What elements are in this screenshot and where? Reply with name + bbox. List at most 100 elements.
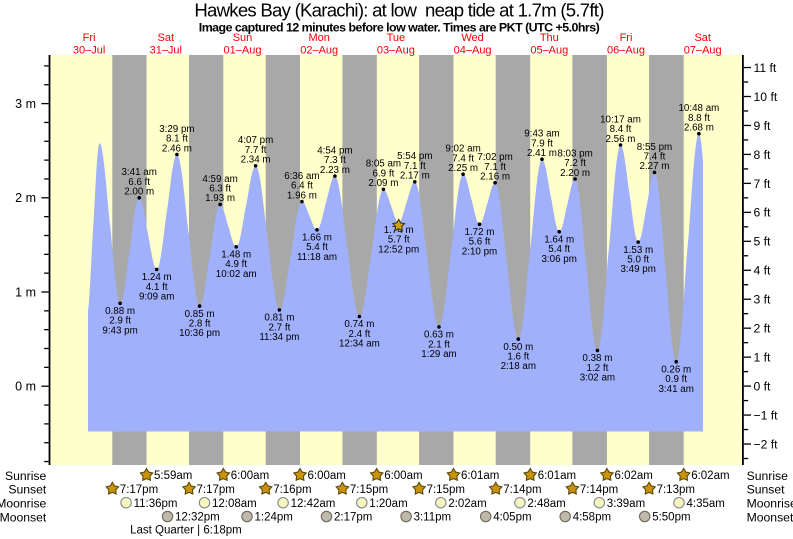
svg-text:2.27 m: 2.27 m	[640, 161, 670, 172]
svg-text:2.25 m: 2.25 m	[448, 163, 478, 174]
svg-text:0.26 m: 0.26 m	[661, 364, 691, 375]
svg-text:9:09 am: 9:09 am	[139, 292, 174, 303]
svg-text:7:17pm: 7:17pm	[197, 484, 235, 496]
svg-text:1 ft: 1 ft	[754, 351, 772, 365]
svg-text:Hawkes Bay (Karachi): at low: Hawkes Bay (Karachi): at low neap tide a…	[194, 0, 604, 21]
svg-text:4:05pm: 4:05pm	[493, 512, 531, 524]
svg-text:6:01am: 6:01am	[538, 470, 576, 482]
svg-text:06–Aug: 06–Aug	[607, 45, 645, 57]
svg-text:2:18 am: 2:18 am	[501, 361, 536, 372]
svg-text:5:54 pm: 5:54 pm	[397, 151, 432, 162]
svg-text:2 ft: 2 ft	[754, 322, 772, 336]
svg-text:−2 ft: −2 ft	[754, 437, 779, 451]
svg-text:Moonrise: Moonrise	[747, 497, 793, 511]
svg-text:2.68 m: 2.68 m	[684, 123, 714, 134]
svg-text:3:49 pm: 3:49 pm	[620, 264, 655, 275]
svg-text:10:36 pm: 10:36 pm	[179, 328, 220, 339]
svg-text:5 ft: 5 ft	[754, 235, 772, 249]
svg-text:2.7 ft: 2.7 ft	[269, 322, 291, 333]
svg-text:Moonset: Moonset	[747, 510, 793, 524]
svg-text:5.7 ft: 5.7 ft	[388, 235, 410, 246]
svg-text:1.2 ft: 1.2 ft	[587, 363, 609, 374]
svg-text:3:41 am: 3:41 am	[658, 384, 693, 395]
svg-text:0.38 m: 0.38 m	[582, 353, 612, 364]
svg-text:2.23 m: 2.23 m	[320, 165, 350, 176]
svg-text:7:16pm: 7:16pm	[273, 484, 311, 496]
svg-text:3 ft: 3 ft	[754, 293, 772, 307]
svg-text:0.9 ft: 0.9 ft	[665, 374, 687, 385]
svg-text:0.50 m: 0.50 m	[503, 342, 533, 353]
svg-text:6.6 ft: 6.6 ft	[128, 177, 150, 188]
svg-text:0.85 m: 0.85 m	[185, 309, 215, 320]
svg-text:7.1 ft: 7.1 ft	[484, 162, 506, 173]
svg-text:2.17 m: 2.17 m	[400, 171, 430, 182]
svg-text:10:02 am: 10:02 am	[216, 269, 257, 280]
svg-text:3:29 pm: 3:29 pm	[159, 124, 194, 135]
svg-text:9 ft: 9 ft	[754, 119, 772, 133]
svg-text:05–Aug: 05–Aug	[530, 45, 568, 57]
svg-text:Sunset: Sunset	[8, 483, 47, 497]
svg-text:Moonset: Moonset	[0, 510, 47, 524]
svg-text:6:01am: 6:01am	[461, 470, 499, 482]
svg-text:1.66 m: 1.66 m	[302, 233, 332, 244]
svg-text:4:35am: 4:35am	[687, 498, 725, 510]
svg-text:3:06 pm: 3:06 pm	[541, 254, 576, 265]
svg-text:12:32pm: 12:32pm	[175, 512, 220, 524]
svg-text:10:48 am: 10:48 am	[678, 103, 719, 114]
svg-text:11:34 pm: 11:34 pm	[259, 332, 299, 343]
svg-text:6.9 ft: 6.9 ft	[373, 168, 395, 179]
svg-text:Sunset: Sunset	[747, 483, 786, 497]
svg-text:0.81 m: 0.81 m	[264, 313, 294, 324]
svg-text:12:42am: 12:42am	[291, 498, 336, 510]
svg-text:6:02am: 6:02am	[691, 470, 729, 482]
svg-text:11:36pm: 11:36pm	[134, 498, 178, 510]
svg-text:2.20 m: 2.20 m	[560, 168, 590, 179]
svg-text:7.2 ft: 7.2 ft	[564, 158, 586, 169]
svg-text:4:59 am: 4:59 am	[202, 174, 237, 185]
svg-text:Thu: Thu	[540, 32, 559, 44]
svg-text:12:52 pm: 12:52 pm	[378, 244, 419, 255]
svg-text:5:50pm: 5:50pm	[652, 512, 690, 524]
svg-text:Last Quarter | 6:18pm: Last Quarter | 6:18pm	[130, 525, 242, 537]
svg-text:2.34 m: 2.34 m	[241, 155, 271, 166]
svg-text:3 m: 3 m	[15, 97, 36, 111]
svg-text:−1 ft: −1 ft	[754, 409, 779, 423]
svg-text:04–Aug: 04–Aug	[454, 45, 492, 57]
svg-text:2.09 m: 2.09 m	[368, 178, 398, 189]
svg-text:2:10 pm: 2:10 pm	[462, 246, 497, 257]
svg-text:7:13pm: 7:13pm	[657, 484, 695, 496]
svg-text:7:02 pm: 7:02 pm	[477, 152, 512, 163]
svg-text:6:02am: 6:02am	[615, 470, 653, 482]
svg-text:2.9 ft: 2.9 ft	[109, 316, 131, 327]
svg-text:8.1 ft: 8.1 ft	[166, 134, 188, 145]
svg-text:6:00am: 6:00am	[231, 470, 269, 482]
svg-text:1.72 m: 1.72 m	[465, 227, 495, 238]
svg-text:6:36 am: 6:36 am	[284, 171, 319, 182]
svg-text:2.56 m: 2.56 m	[606, 134, 636, 145]
svg-text:9:43 pm: 9:43 pm	[102, 325, 137, 336]
svg-text:6.4 ft: 6.4 ft	[291, 181, 313, 192]
svg-text:8.4 ft: 8.4 ft	[610, 124, 632, 135]
svg-text:9:43 am: 9:43 am	[524, 129, 559, 140]
svg-text:11:18 am: 11:18 am	[297, 252, 337, 263]
svg-text:2:02am: 2:02am	[448, 498, 486, 510]
svg-text:1.24 m: 1.24 m	[142, 272, 172, 283]
svg-text:7.7 ft: 7.7 ft	[245, 145, 267, 156]
svg-text:30–Jul: 30–Jul	[73, 45, 105, 57]
svg-text:8:03 pm: 8:03 pm	[557, 148, 592, 159]
svg-text:12:08am: 12:08am	[212, 498, 257, 510]
svg-text:10 ft: 10 ft	[754, 90, 778, 104]
svg-text:31–Jul: 31–Jul	[150, 45, 182, 57]
svg-text:4:07 pm: 4:07 pm	[238, 135, 273, 146]
svg-text:8:05 am: 8:05 am	[366, 159, 401, 170]
svg-text:4.9 ft: 4.9 ft	[225, 259, 247, 270]
svg-text:Image captured 12 minutes befo: Image captured 12 minutes before low wat…	[199, 21, 600, 35]
svg-text:7:14pm: 7:14pm	[503, 484, 541, 496]
svg-text:1.64 m: 1.64 m	[544, 234, 574, 245]
svg-text:7:17pm: 7:17pm	[120, 484, 158, 496]
svg-text:03–Aug: 03–Aug	[377, 45, 415, 57]
svg-text:6:00am: 6:00am	[308, 470, 346, 482]
svg-text:12:34 am: 12:34 am	[339, 339, 380, 350]
svg-text:2 m: 2 m	[15, 191, 36, 205]
svg-text:0.74 m: 0.74 m	[344, 319, 374, 330]
